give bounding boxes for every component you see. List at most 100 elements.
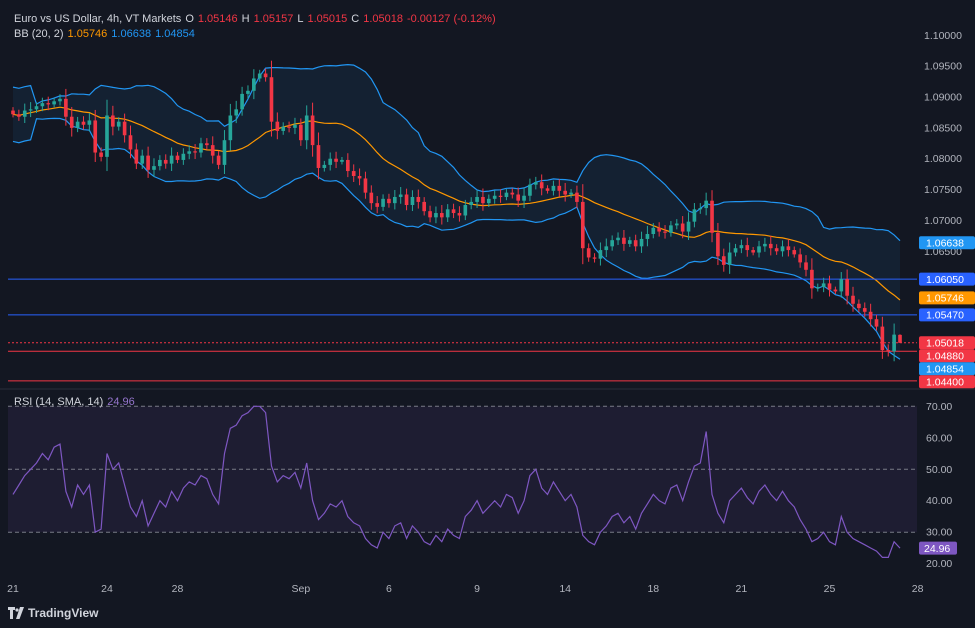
- candle-body: [645, 234, 650, 239]
- candle-body: [680, 223, 685, 232]
- low-label: L: [297, 13, 304, 25]
- candle-body: [328, 158, 333, 165]
- candle-body: [774, 248, 779, 252]
- candle-body: [475, 196, 479, 202]
- candle-body: [416, 196, 421, 202]
- candle-body: [11, 110, 15, 115]
- candle-body: [64, 98, 68, 117]
- rsi-tick-label: 30.00: [926, 527, 952, 539]
- price-axis-tag-text: 1.04400: [926, 377, 964, 389]
- candle-body: [304, 115, 309, 141]
- bb-band-fill: [13, 64, 900, 360]
- candle-body: [880, 326, 885, 351]
- candle-body: [252, 78, 256, 91]
- candle-body: [351, 171, 356, 176]
- candle-body: [398, 194, 403, 197]
- candle-body: [46, 103, 51, 105]
- candle-body: [111, 115, 115, 127]
- candle-body: [815, 287, 820, 289]
- price-tick-label: 1.07500: [924, 184, 962, 196]
- price-axis-tag-text: 1.06638: [926, 238, 964, 250]
- candle-body: [387, 198, 391, 204]
- time-tick-label: 24: [101, 583, 113, 595]
- candle-body: [604, 246, 609, 251]
- bb-lower-line: [12, 117, 901, 360]
- time-tick-label: 25: [824, 583, 836, 595]
- candle-body: [393, 196, 397, 204]
- price-axis-tag-text: 1.05746: [926, 293, 964, 305]
- candle-body: [533, 182, 538, 185]
- price-axis-tag: [919, 349, 975, 363]
- candle-body: [299, 124, 303, 141]
- ohlc-legend: Euro vs US Dollar, 4h, VT Markets O 1.051…: [14, 13, 496, 25]
- candle-body: [862, 308, 867, 312]
- candle-body: [128, 135, 133, 150]
- candle-body: [692, 209, 697, 222]
- candle-body: [710, 200, 714, 233]
- candle-body: [281, 126, 286, 131]
- close-value: 1.05018: [363, 13, 403, 25]
- price-tick-label: 1.08000: [924, 153, 962, 165]
- candle-body: [557, 185, 562, 191]
- price-axis-tag: [919, 375, 975, 389]
- candle-body: [598, 250, 603, 259]
- candle-body: [827, 283, 832, 290]
- candle-body: [669, 225, 673, 233]
- candle-body: [17, 114, 21, 117]
- time-tick-label: 28: [172, 583, 184, 595]
- rsi-value-tag-text: 24.96: [924, 543, 950, 555]
- candle-body: [839, 279, 844, 292]
- candle-body: [492, 195, 497, 199]
- candle-body: [575, 192, 579, 202]
- candle-body: [886, 350, 891, 352]
- candle-body: [857, 303, 861, 309]
- candle-body: [745, 245, 750, 251]
- candle-body: [592, 257, 597, 259]
- candle-body: [786, 246, 791, 251]
- change-value: -0.00127 (-0.12%): [406, 13, 496, 25]
- rsi-series-line: [12, 405, 901, 559]
- candle-body: [316, 145, 321, 168]
- price-axis-tag: [919, 362, 975, 376]
- candle-body: [93, 120, 98, 153]
- bb-basis-line: [12, 106, 901, 301]
- candle-body: [75, 121, 80, 128]
- bb-legend[interactable]: BB (20, 2) 1.05746 1.06638 1.04854: [14, 28, 195, 40]
- candle-body: [821, 283, 826, 288]
- candle-body: [146, 155, 150, 170]
- bb-basis-value: 1.05746: [67, 28, 108, 40]
- candle-body: [257, 73, 262, 79]
- candle-body: [580, 201, 585, 249]
- time-tick-label: 21: [736, 583, 748, 595]
- price-tick-label: 1.09000: [924, 91, 962, 103]
- candle-body: [810, 269, 814, 289]
- candle-body: [163, 159, 168, 164]
- candle-body: [404, 194, 409, 205]
- open-label: O: [185, 13, 194, 25]
- candle-body: [357, 175, 362, 179]
- candle-body: [246, 90, 250, 94]
- candle-body: [757, 246, 761, 253]
- tradingview-logo[interactable]: TradingView: [8, 606, 98, 620]
- rsi-line: [12, 405, 901, 559]
- rsi-legend[interactable]: RSI (14, SMA, 14) 24.96: [14, 396, 135, 408]
- candle-body: [293, 124, 297, 128]
- candle-body: [510, 192, 515, 195]
- axes: 1.10000 1.09500 1.09000 1.08500 1.08000 1.075…: [7, 30, 962, 595]
- candle-body: [334, 158, 338, 162]
- candle-body: [439, 213, 444, 218]
- rsi-pane: [8, 405, 917, 533]
- candle-body: [798, 254, 802, 263]
- candle-body: [451, 209, 456, 214]
- bb-upper-line: [12, 63, 901, 242]
- candle-body: [40, 103, 45, 107]
- candle-body: [187, 151, 192, 154]
- bollinger-bands: [12, 63, 901, 360]
- candle-body: [181, 153, 186, 160]
- price-tick-label: 1.07000: [924, 215, 962, 227]
- candle-body: [175, 155, 180, 160]
- candle-body: [539, 182, 544, 189]
- price-axis-tag-text: 1.05018: [926, 338, 964, 350]
- candle-body: [140, 155, 145, 164]
